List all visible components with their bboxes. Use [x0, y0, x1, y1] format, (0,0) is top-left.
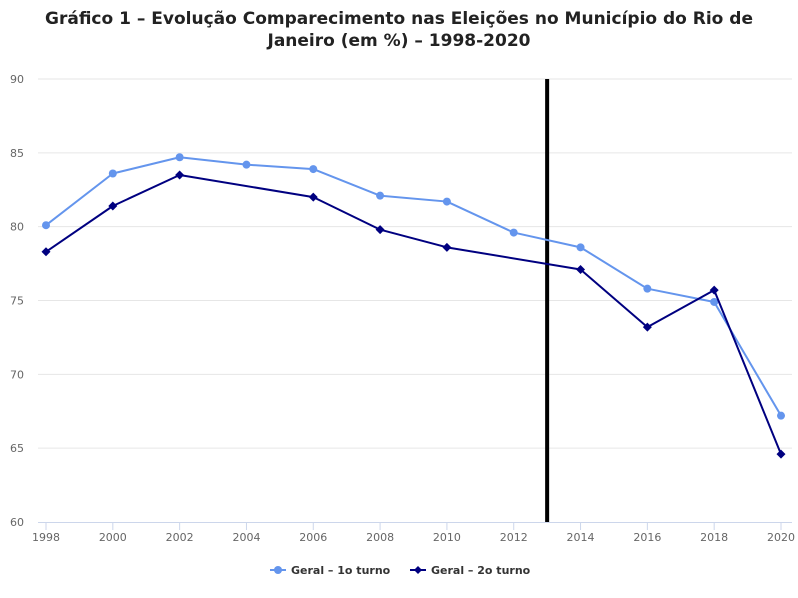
y-tick-label: 80 [10, 221, 24, 234]
x-axis-labels: 1998 2000 2002 2004 2006 2008 2010 2012 2014 2016… [32, 531, 795, 544]
data-point[interactable] [175, 153, 184, 162]
y-tick-label: 90 [10, 73, 24, 86]
data-point[interactable] [576, 243, 585, 252]
gridlines [38, 78, 792, 449]
x-tick-label: 2010 [433, 531, 461, 544]
data-point[interactable] [643, 284, 652, 293]
series-line [45, 156, 782, 417]
legend-marker [414, 566, 422, 574]
data-point[interactable] [376, 191, 385, 200]
data-point[interactable] [509, 228, 518, 237]
x-tick-label: 2018 [700, 531, 728, 544]
x-tick-label: 2000 [99, 531, 127, 544]
data-point[interactable] [108, 201, 118, 211]
legend[interactable]: Geral – 1o turno Geral – 2o turno [270, 564, 531, 577]
series-group [41, 153, 786, 459]
data-point[interactable] [242, 160, 251, 169]
y-tick-label: 70 [10, 368, 24, 381]
data-point[interactable] [41, 247, 51, 257]
series-2 [41, 170, 786, 459]
series-line [45, 173, 782, 455]
legend-label: Geral – 1o turno [291, 564, 391, 577]
x-tick-label: 2020 [767, 531, 795, 544]
data-point[interactable] [42, 221, 50, 230]
legend-item[interactable]: Geral – 2o turno [410, 564, 531, 577]
y-tick-label: 65 [10, 442, 24, 455]
x-tick-label: 2016 [633, 531, 661, 544]
x-tick-label: 2006 [299, 531, 327, 544]
chart-title: Gráfico 1 – Evolução Comparecimento nas … [45, 9, 753, 51]
x-tick-label: 2008 [366, 531, 394, 544]
data-point[interactable] [442, 242, 452, 252]
legend-item[interactable]: Geral – 1o turno [270, 564, 391, 577]
data-point[interactable] [777, 411, 785, 420]
y-tick-label: 60 [10, 516, 24, 529]
data-point[interactable] [710, 297, 719, 306]
data-point[interactable] [776, 449, 786, 459]
data-point[interactable] [442, 197, 451, 206]
data-point[interactable] [108, 169, 117, 178]
data-point[interactable] [175, 170, 185, 180]
y-tick-label: 85 [10, 147, 24, 160]
legend-marker [274, 566, 282, 574]
x-tick-label: 2012 [500, 531, 528, 544]
legend-label: Geral – 2o turno [431, 564, 531, 577]
y-tick-label: 75 [10, 295, 24, 308]
x-tick-label: 2002 [166, 531, 194, 544]
data-point[interactable] [642, 322, 652, 332]
x-tick-label: 2004 [232, 531, 260, 544]
data-point[interactable] [576, 264, 586, 274]
data-point[interactable] [709, 285, 719, 295]
data-point[interactable] [309, 165, 318, 174]
data-point[interactable] [308, 192, 318, 202]
y-axis: 60 65 70 75 80 85 90 [10, 73, 24, 529]
data-point[interactable] [375, 225, 385, 235]
x-tick-label: 2014 [567, 531, 595, 544]
x-axis [38, 522, 792, 530]
series-1 [42, 153, 785, 420]
x-tick-label: 1998 [32, 531, 60, 544]
